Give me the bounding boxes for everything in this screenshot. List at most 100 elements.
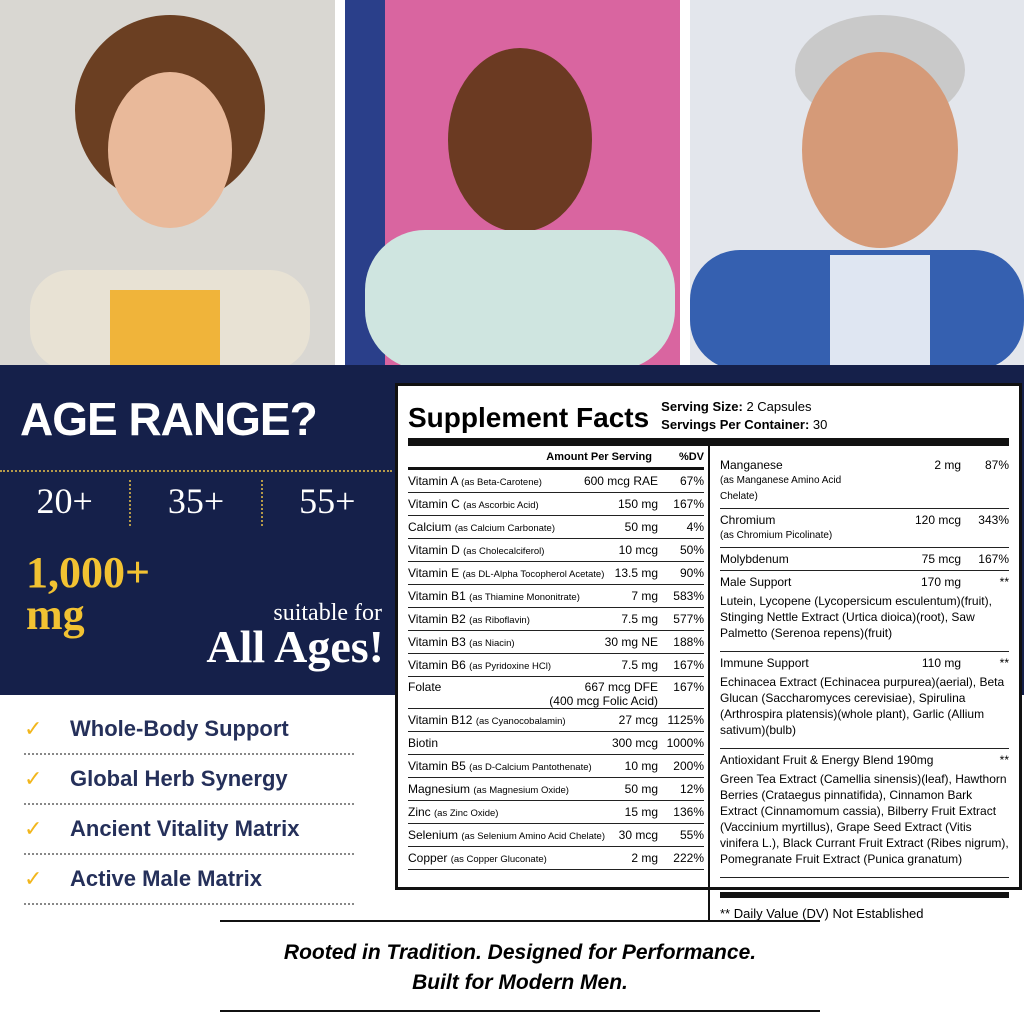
check-icon: ✓ [24, 716, 43, 741]
amount: 30 mg NE [604, 635, 658, 649]
nutrient-source: (as Manganese Amino Acid Chelate) [720, 475, 842, 502]
amount: 50 mg [624, 520, 658, 534]
feature: ✓ Active Male Matrix [24, 855, 354, 905]
ingredients: Echinacea Extract (Echinacea purpurea)(a… [720, 675, 1005, 737]
nutrient-name-cell: Antioxidant Fruit & Energy Blend 190mg [720, 752, 961, 768]
servings: Servings Per Container: 30 [661, 416, 827, 434]
amount: 50 mg [624, 782, 658, 796]
nutrient-row: Vitamin B6 (as Pyridoxine HCl) 7.5 mg 167% [408, 654, 704, 677]
row-top: Male Support 170 mg ** [720, 574, 1009, 590]
feature-text: Ancient Vitality Matrix [70, 816, 300, 841]
row-top: Molybdenum 75 mcg 167% [720, 551, 1009, 567]
feature-list: ✓ Whole-Body Support ✓ Global Herb Synergy ✓… [24, 705, 354, 905]
nutrient-row: Vitamin A (as Beta-Carotene) 600 mcg RAE 6… [408, 470, 704, 493]
nutrient-name-cell: Vitamin B3 (as Niacin) [408, 635, 605, 649]
suitable-text: suitable for [273, 600, 382, 626]
amount: 7.5 mg [621, 658, 658, 672]
nutrient-name: Vitamin A [408, 474, 458, 488]
nutrient-row: Biotin 300 mcg 1000% [408, 732, 704, 755]
nutrient-source: (as Cyanocobalamin) [475, 716, 566, 727]
daily-value: ** [999, 753, 1009, 767]
nutrient-row: Selenium (as Selenium Amino Acid Chelate… [408, 824, 704, 847]
nutrient-name-cell: Copper (as Copper Gluconate) [408, 851, 631, 865]
nutrient-source: (as Chromium Picolinate) [720, 530, 833, 541]
photo-illustration [30, 15, 310, 365]
facts-title: Supplement Facts [408, 402, 650, 433]
nutrient-source: (as Ascorbic Acid) [463, 500, 539, 511]
check-icon: ✓ [24, 816, 43, 841]
amount: 2 mg [631, 851, 658, 865]
photo-middle-man [345, 0, 680, 365]
nutrient-name: Vitamin D [408, 543, 460, 557]
nutrient-row: Zinc (as Zinc Oxide) 15 mg 136% [408, 801, 704, 824]
label: Servings Per Container: [661, 417, 810, 432]
nutrient-name-cell: Zinc (as Zinc Oxide) [408, 805, 625, 819]
daily-value: 577% [673, 612, 704, 626]
feature-text: Global Herb Synergy [70, 766, 288, 791]
photo-young-man [0, 0, 335, 365]
nutrient-name-cell: Vitamin B12 (as Cyanocobalamin) [408, 713, 619, 727]
facts-header: Supplement Facts Serving Size: 2 Capsule… [408, 392, 1009, 446]
amount-unit: mg [26, 590, 85, 639]
serving-info: Serving Size: 2 Capsules Servings Per Co… [661, 398, 827, 434]
daily-value: 12% [679, 782, 704, 796]
nutrient-source: (as Niacin) [469, 638, 515, 649]
row-top: Immune Support 110 mg ** [720, 655, 1009, 671]
nutrient-name-cell: Calcium (as Calcium Carbonate) [408, 520, 625, 534]
photo-illustration [345, 0, 675, 365]
column-header: Amount Per Serving %DV [408, 446, 704, 470]
amount: 300 mcg [611, 736, 658, 750]
nutrient-name-cell: Selenium (as Selenium Amino Acid Chelate… [408, 828, 619, 842]
age: 55+ [299, 481, 356, 521]
label: Serving Size: [661, 399, 743, 414]
amount: 170 mg [920, 575, 961, 589]
amount-note: (400 mcg Folic Acid) [549, 694, 658, 708]
nutrient-row: Vitamin D (as Cholecalciferol) 10 mcg 50% [408, 539, 704, 562]
amount: 75 mcg [921, 552, 961, 566]
nutrient-row: Molybdenum 75 mcg 167% [720, 548, 1009, 571]
amount-value: 1,000+ [26, 548, 151, 597]
nutrient-source: (as D-Calcium Pantothenate) [469, 762, 592, 773]
daily-value: 167% [673, 658, 704, 672]
age: 20+ [0, 480, 132, 526]
nutrient-row: Antioxidant Fruit & Energy Blend 190mg **… [720, 749, 1009, 878]
tagline-line: Built for Modern Men. [412, 971, 628, 994]
age: 35+ [131, 480, 263, 526]
nutrient-name-cell: Vitamin B5 (as D-Calcium Pantothenate) [408, 759, 625, 773]
row-top: Chromium (as Chromium Picolinate) 120 mcg… [720, 512, 1009, 544]
nutrient-source: (as Pyridoxine HCl) [469, 661, 551, 672]
daily-value: 4% [686, 520, 704, 534]
nutrient-row: Vitamin B3 (as Niacin) 30 mg NE 188% [408, 631, 704, 654]
row-top: Manganese (as Manganese Amino Acid Chela… [720, 457, 1009, 505]
nutrient-name-cell: Molybdenum [720, 551, 871, 567]
age-list: 20+ 35+ 55+ [0, 470, 392, 526]
feature: ✓ Ancient Vitality Matrix [24, 805, 354, 855]
nutrient-name: Manganese [720, 458, 783, 472]
nutrient-name: Antioxidant Fruit & Energy Blend 190mg [720, 753, 934, 767]
daily-value: 1000% [666, 736, 704, 750]
nutrient-name: Zinc [408, 805, 431, 819]
daily-value: 87% [984, 458, 1009, 472]
all-ages: All Ages! [206, 621, 384, 672]
feature-text: Whole-Body Support [70, 716, 289, 741]
nutrient-name: Vitamin B5 [408, 759, 466, 773]
nutrient-name-cell: Vitamin B2 (as Riboflavin) [408, 612, 621, 626]
feature: ✓ Whole-Body Support [24, 705, 354, 755]
nutrient-source: (as Copper Gluconate) [450, 854, 547, 865]
amount: 667 mcg DFE [584, 680, 658, 694]
nutrient-name: Magnesium [408, 782, 471, 796]
nutrient-name: Immune Support [720, 656, 809, 670]
amount: 110 mg [921, 656, 961, 670]
facts-columns: Amount Per Serving %DV Vitamin A (as Beta… [408, 446, 1009, 921]
daily-value: 188% [673, 635, 704, 649]
nutrient-name: Vitamin B3 [408, 635, 466, 649]
age-title: AGE RANGE? [20, 393, 318, 445]
nutrient-row: Vitamin B2 (as Riboflavin) 7.5 mg 577% [408, 608, 704, 631]
nutrient-row: Vitamin B5 (as D-Calcium Pantothenate) 10… [408, 755, 704, 778]
nutrient-row: Manganese (as Manganese Amino Acid Chela… [720, 454, 1009, 509]
nutrient-name: Vitamin E [408, 566, 460, 580]
nutrient-name: Vitamin B2 [408, 612, 466, 626]
daily-value: 583% [673, 589, 704, 603]
